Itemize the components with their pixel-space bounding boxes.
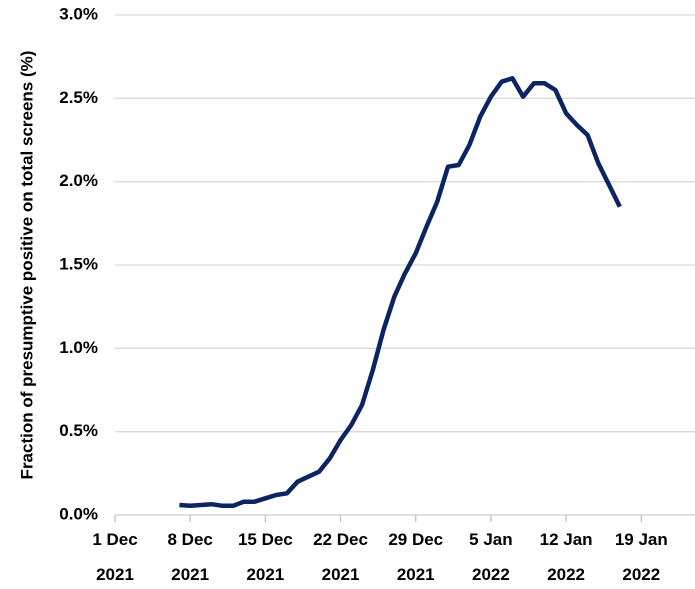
x-tick-label: 8 Dec 2021 bbox=[167, 530, 213, 584]
y-tick-label: 3.0% bbox=[59, 4, 98, 23]
x-tick-label: 29 Dec 2021 bbox=[388, 530, 444, 584]
y-tick-label: 2.0% bbox=[59, 171, 98, 190]
x-tick-label: 12 Jan 2022 bbox=[539, 530, 593, 584]
y-axis-label: Fraction of presumptive positive on tota… bbox=[17, 51, 36, 480]
x-tick-label: 19 Jan 2022 bbox=[614, 530, 668, 584]
x-tick-label: 1 Dec 2021 bbox=[92, 530, 138, 584]
y-tick-label: 1.0% bbox=[59, 338, 98, 357]
data-line bbox=[179, 76, 622, 509]
x-tick-label: 15 Dec 2021 bbox=[237, 530, 293, 584]
y-tick-label: 1.5% bbox=[59, 254, 98, 273]
y-tick-label: 0.5% bbox=[59, 421, 98, 440]
y-tick-label: 0.0% bbox=[59, 504, 98, 523]
y-tick-label: 2.5% bbox=[59, 88, 98, 107]
x-tick-label: 5 Jan 2022 bbox=[469, 530, 513, 584]
x-tick-label: 22 Dec 2021 bbox=[313, 530, 368, 584]
